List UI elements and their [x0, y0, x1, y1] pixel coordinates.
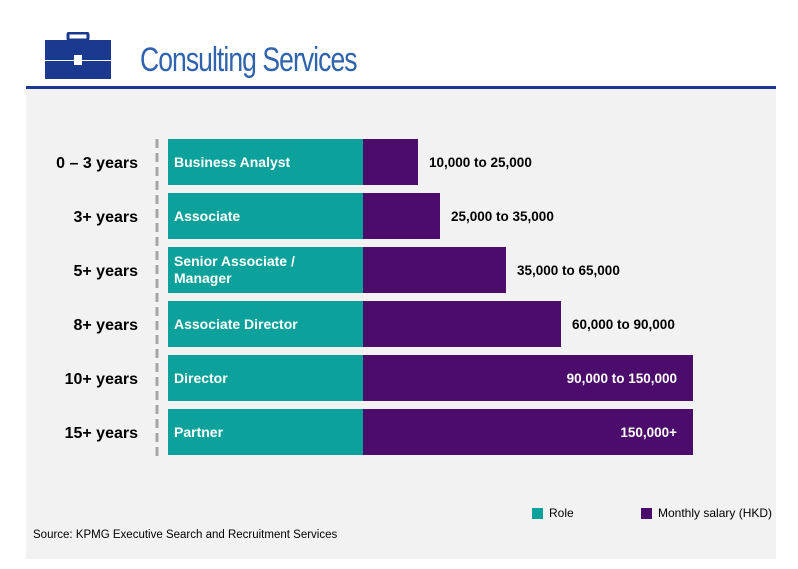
role-bar: [168, 193, 363, 239]
experience-label: 15+ years: [65, 425, 139, 442]
role-label: Associate Director: [174, 316, 298, 332]
salary-label: 60,000 to 90,000: [572, 317, 675, 332]
role-label: Associate: [174, 208, 240, 224]
role-label: Senior Associate / Manager: [174, 253, 295, 286]
role-bar: [168, 301, 363, 347]
legend-swatch-role: [532, 507, 543, 519]
legend-label-salary: Monthly salary (HKD): [658, 506, 773, 520]
role-bar: [168, 355, 363, 401]
salary-label: 90,000 to 150,000: [567, 371, 677, 386]
experience-label: 10+ years: [65, 371, 139, 388]
salary-label: 35,000 to 65,000: [517, 263, 620, 278]
page-title: Consulting Services: [140, 41, 358, 79]
salary-label: 10,000 to 25,000: [429, 155, 532, 170]
role-bar: [168, 139, 363, 185]
source-note: Source: KPMG Executive Search and Recrui…: [33, 529, 338, 541]
salary-bar: [363, 301, 561, 347]
experience-label: 3+ years: [73, 209, 138, 226]
experience-label: 5+ years: [73, 263, 138, 280]
briefcase-icon: [45, 32, 111, 79]
role-bar: [168, 247, 363, 293]
salary-bar: [363, 193, 440, 239]
legend-label-role: Role: [549, 506, 574, 520]
header: Consulting Services: [0, 0, 798, 89]
legend-item-salary: Monthly salary (HKD): [641, 506, 772, 520]
role-label: Partner: [174, 424, 224, 440]
role-label: Director: [174, 370, 228, 386]
role-label: Business Analyst: [174, 154, 291, 170]
salary-bar: [363, 139, 418, 185]
role-bar: [168, 409, 363, 455]
salary-label: 150,000+: [620, 425, 677, 440]
salary-bar: [363, 247, 506, 293]
title-rule: [26, 86, 776, 89]
experience-label: 8+ years: [73, 317, 138, 334]
legend-swatch-salary: [641, 507, 652, 519]
salary-label: 25,000 to 35,000: [451, 209, 554, 224]
salary-bar: [363, 409, 693, 455]
salary-bar: [363, 355, 693, 401]
legend-item-role: Role: [532, 506, 574, 520]
experience-label: 0 – 3 years: [56, 155, 138, 172]
